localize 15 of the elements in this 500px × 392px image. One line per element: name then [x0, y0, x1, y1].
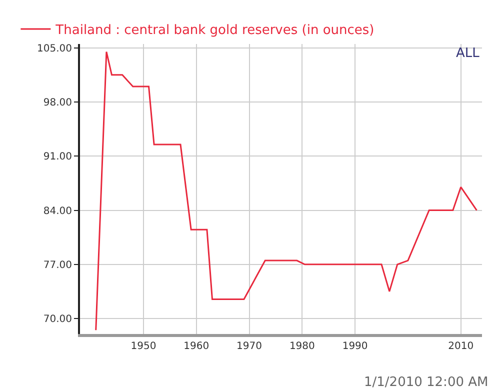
x-tick-label: 1970 — [236, 341, 262, 352]
y-tick-label: 77.00 — [43, 260, 72, 271]
x-tick-label: 1960 — [184, 341, 210, 352]
x-tick-label: 1950 — [130, 341, 156, 352]
y-tick-label: 98.00 — [43, 98, 72, 108]
x-tick-label: 1980 — [289, 341, 315, 352]
x-tick-label: 2010 — [448, 341, 474, 352]
legend-label: Thailand : central bank gold reserves (in ounces) — [54, 23, 374, 38]
y-tick-label: 105.00 — [37, 43, 72, 54]
text: 1/1/2010 12:00 AM — [364, 375, 488, 390]
annotation: ALL — [456, 46, 480, 61]
y-tick-label: 84.00 — [43, 206, 72, 217]
x-tick-label: 1990 — [342, 341, 368, 352]
y-tick-label: 70.00 — [43, 314, 72, 326]
y-tick-label: 91.00 — [43, 152, 72, 163]
